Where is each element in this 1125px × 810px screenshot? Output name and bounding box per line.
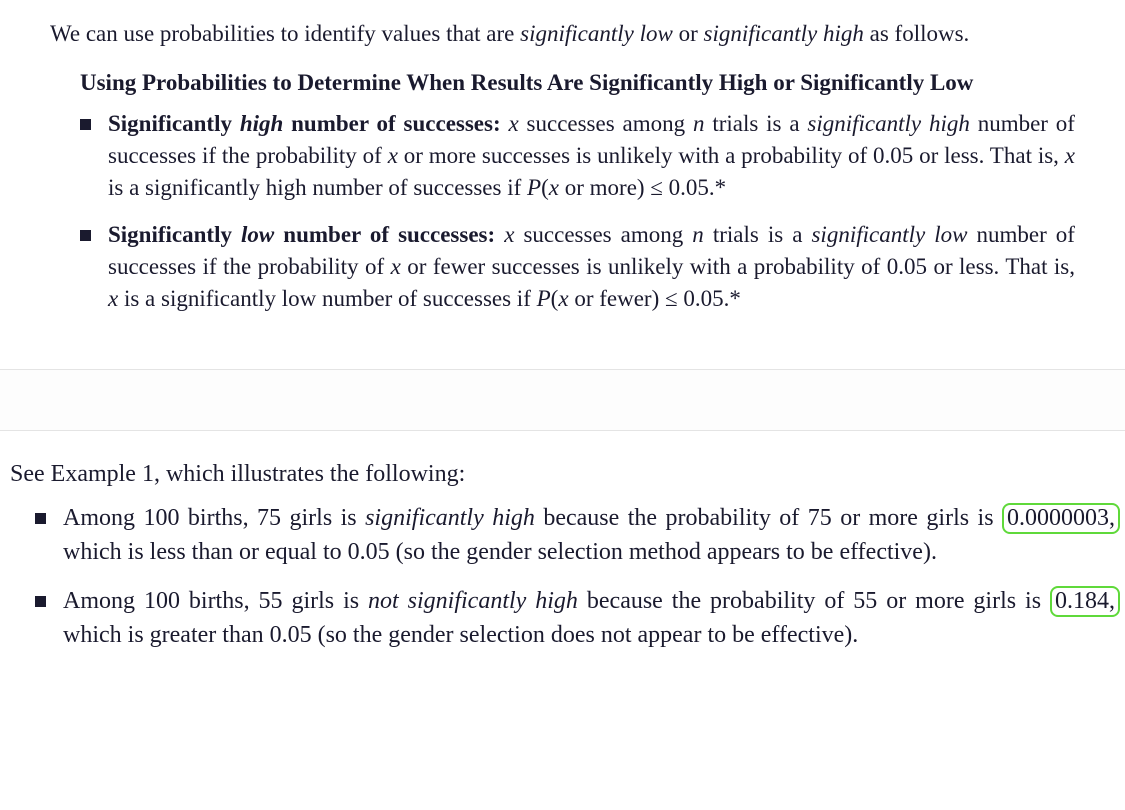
var-x: x bbox=[388, 143, 398, 168]
expr-open: ( bbox=[541, 175, 549, 200]
def-low-t4: or fewer successes is unlikely with a pr… bbox=[401, 254, 1075, 279]
ex-b-t2: because the probability of 55 or more gi… bbox=[578, 588, 1050, 614]
def-low-lead-ital: low bbox=[241, 222, 274, 247]
ex-b-highlight: 0.184, bbox=[1050, 586, 1120, 616]
def-high-t4: or more successes is unlikely with a pro… bbox=[398, 143, 1065, 168]
var-x: x bbox=[549, 175, 559, 200]
example-item-a: Among 100 births, 75 girls is significan… bbox=[35, 502, 1120, 569]
page-content: We can use probabilities to identify val… bbox=[0, 0, 1125, 359]
section-heading: Using Probabilities to Determine When Re… bbox=[80, 67, 1075, 98]
intro-em-1: significantly low bbox=[520, 21, 673, 46]
expr-rest: or fewer) ≤ 0.05.* bbox=[569, 286, 741, 311]
var-x: x bbox=[108, 286, 118, 311]
def-low-t5: is a significantly low number of success… bbox=[118, 286, 536, 311]
def-low-t2: trials is a bbox=[704, 222, 812, 247]
def-high-t1: successes among bbox=[519, 111, 693, 136]
example-section: See Example 1, which illustrates the fol… bbox=[0, 461, 1125, 688]
def-low-em: significantly low bbox=[811, 222, 967, 247]
def-high-lead-b: number of successes: bbox=[283, 111, 508, 136]
var-x: x bbox=[1065, 143, 1075, 168]
def-high-lead-ital: high bbox=[240, 111, 283, 136]
def-high-t2: trials is a bbox=[704, 111, 807, 136]
expr-p: P bbox=[537, 286, 551, 311]
var-x: x bbox=[504, 222, 514, 247]
def-high-lead: Significantly high number of successes: bbox=[108, 111, 508, 136]
ex-a-t2: because the probability of 75 or more gi… bbox=[535, 505, 1002, 531]
expr-p: P bbox=[527, 175, 541, 200]
definition-high: Significantly high number of successes: … bbox=[80, 108, 1075, 205]
def-low-lead-a: Significantly bbox=[108, 222, 241, 247]
intro-em-2: significantly high bbox=[704, 21, 864, 46]
var-x: x bbox=[508, 111, 518, 136]
intro-text-post: as follows. bbox=[864, 21, 969, 46]
definition-list: Significantly high number of successes: … bbox=[80, 108, 1075, 315]
ex-b-em: not significantly high bbox=[368, 588, 578, 614]
see-example-text: See Example 1, which illustrates the fol… bbox=[0, 461, 1125, 488]
def-high-t5: is a significantly high number of succes… bbox=[108, 175, 527, 200]
def-high-lead-a: Significantly bbox=[108, 111, 240, 136]
var-x: x bbox=[558, 286, 568, 311]
expr-rest: or more) ≤ 0.05.* bbox=[559, 175, 726, 200]
var-x: x bbox=[391, 254, 401, 279]
ex-a-highlight: 0.0000003, bbox=[1002, 503, 1120, 533]
def-low-t1: successes among bbox=[514, 222, 692, 247]
ex-b-t1: Among 100 births, 55 girls is bbox=[63, 588, 368, 614]
definition-low: Significantly low number of successes: x… bbox=[80, 219, 1075, 316]
intro-paragraph: We can use probabilities to identify val… bbox=[50, 18, 1075, 49]
ex-a-t1: Among 100 births, 75 girls is bbox=[63, 505, 365, 531]
def-low-lead: Significantly low number of successes: bbox=[108, 222, 504, 247]
section-divider bbox=[0, 369, 1125, 431]
example-item-b: Among 100 births, 55 girls is not signif… bbox=[35, 585, 1120, 652]
var-n: n bbox=[692, 222, 704, 247]
def-high-em: significantly high bbox=[807, 111, 969, 136]
def-low-lead-b: number of successes: bbox=[274, 222, 504, 247]
ex-a-em: significantly high bbox=[365, 505, 535, 531]
var-n: n bbox=[693, 111, 705, 136]
example-list: Among 100 births, 75 girls is significan… bbox=[35, 502, 1125, 652]
ex-b-t3: which is greater than 0.05 (so the gende… bbox=[63, 622, 858, 648]
intro-text-pre: We can use probabilities to identify val… bbox=[50, 21, 520, 46]
intro-text-mid: or bbox=[673, 21, 704, 46]
ex-a-t3: which is less than or equal to 0.05 (so … bbox=[63, 539, 937, 565]
